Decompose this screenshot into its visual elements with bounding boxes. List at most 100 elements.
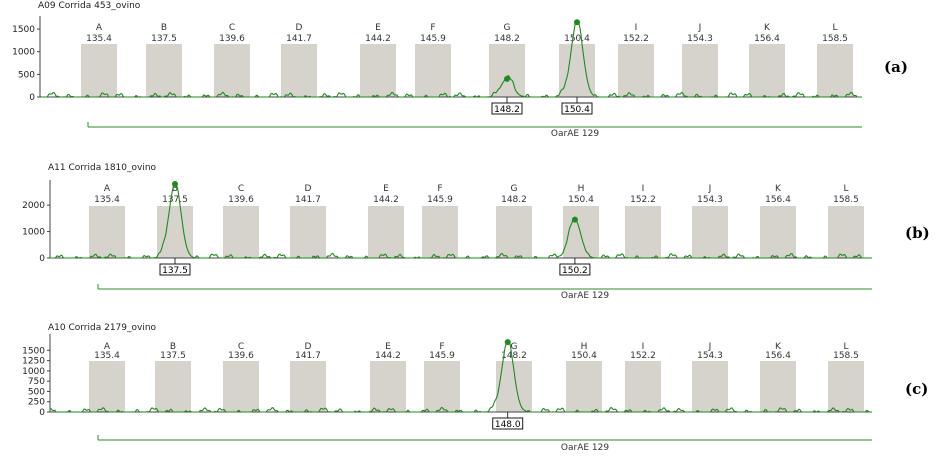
bin-size: 152.2 (623, 34, 649, 44)
signal-trace (50, 183, 872, 259)
bin-letter: C (229, 23, 235, 33)
bin-size: 137.5 (160, 351, 186, 361)
allele-bin (155, 361, 191, 412)
bin-letter: B (170, 342, 176, 352)
allele-bin (625, 361, 661, 412)
y-tick-label: 500 (18, 70, 35, 80)
bin-letter: G (511, 184, 518, 194)
bin-letter: F (430, 23, 435, 33)
allele-bin (146, 44, 182, 97)
peak-dot (504, 75, 510, 82)
peak-dot (172, 181, 178, 187)
bin-letter: E (375, 23, 381, 33)
bin-size: 150.4 (564, 34, 590, 44)
bin-size: 144.2 (365, 34, 391, 44)
bin-size: 141.7 (295, 351, 321, 361)
bin-size: 141.7 (295, 195, 321, 205)
bin-letter: J (708, 342, 712, 352)
bin-letter: L (832, 23, 837, 33)
bin-size: 144.2 (373, 195, 399, 205)
allele-bin (415, 44, 451, 97)
bin-size: 137.5 (151, 34, 177, 44)
bin-letter: K (764, 23, 771, 33)
allele-bin (496, 206, 532, 258)
y-tick-label: 0 (39, 254, 45, 264)
bin-letter: L (843, 342, 848, 352)
signal-trace (49, 339, 872, 413)
bin-size: 135.4 (94, 351, 120, 361)
bin-letter: D (305, 184, 312, 194)
y-tick-label: 750 (28, 377, 45, 387)
peak-label: 150.4 (564, 105, 590, 115)
bin-size: 148.2 (501, 195, 527, 205)
allele-bin (424, 361, 460, 412)
y-tick-label: 1000 (12, 48, 35, 58)
allele-bin (89, 361, 125, 412)
y-tick-label: 500 (28, 387, 45, 397)
bin-letter: K (775, 184, 782, 194)
panel-label: (a) (884, 58, 908, 76)
y-tick-label: 2000 (22, 201, 45, 211)
allele-bin (828, 361, 864, 412)
panel-2: A11 Corrida 1810_ovinoA135.4B137.5C139.6… (22, 163, 930, 301)
bin-size: 139.6 (219, 34, 245, 44)
signal-trace (39, 19, 862, 98)
panel-title: A10 Corrida 2179_ovino (48, 323, 157, 333)
bin-letter: C (238, 184, 244, 194)
panel-title: A09 Corrida 453_ovino (38, 1, 141, 11)
peak-label: 148.2 (494, 105, 520, 115)
bin-letter: H (581, 342, 588, 352)
y-tick-label: 1000 (22, 367, 45, 377)
allele-bin (692, 206, 728, 258)
allele-bin (281, 44, 317, 97)
bin-letter: J (698, 23, 702, 33)
y-tick-label: 250 (28, 398, 45, 408)
bin-size: 156.4 (765, 195, 791, 205)
bin-letter: E (385, 342, 391, 352)
peak-label-box (559, 263, 591, 276)
peak-label: 150.2 (562, 266, 588, 276)
bin-size: 150.4 (568, 195, 594, 205)
bin-size: 152.2 (630, 195, 656, 205)
peak-dot (504, 339, 511, 346)
allele-bin (749, 44, 785, 97)
bin-letter: G (504, 23, 511, 33)
bin-size: 145.9 (429, 351, 455, 361)
bin-size: 145.9 (420, 34, 446, 44)
allele-bin (360, 44, 396, 97)
bin-letter: B (161, 23, 167, 33)
bin-letter: A (104, 342, 111, 352)
bin-letter: L (843, 184, 848, 194)
bin-size: 154.3 (687, 34, 713, 44)
allele-bin (625, 206, 661, 258)
y-tick-label: 1500 (22, 346, 45, 356)
allele-bin (89, 206, 125, 258)
bin-letter: F (437, 184, 442, 194)
allele-bin (566, 361, 602, 412)
bin-size: 154.3 (697, 195, 723, 205)
peak-label-box (561, 102, 593, 115)
bin-size: 158.5 (833, 351, 859, 361)
peak-dot (571, 216, 578, 223)
bin-size: 139.6 (228, 351, 254, 361)
allele-bin (370, 361, 406, 412)
bin-size: 152.2 (630, 351, 656, 361)
bin-size: 158.5 (822, 34, 848, 44)
bin-size: 139.6 (228, 195, 254, 205)
allele-bin (223, 361, 259, 412)
peak-label: 137.5 (162, 266, 188, 276)
peak-label-box (492, 417, 524, 430)
peak-label-box (491, 102, 523, 115)
bin-letter: J (708, 184, 712, 194)
marker-label: OarAE 129 (551, 129, 599, 139)
bin-letter: D (305, 342, 312, 352)
bin-size: 141.7 (286, 34, 312, 44)
allele-bin (422, 206, 458, 258)
allele-bin (692, 361, 728, 412)
allele-bin (290, 206, 326, 258)
bin-letter: A (96, 23, 103, 33)
bin-letter: I (635, 23, 638, 33)
